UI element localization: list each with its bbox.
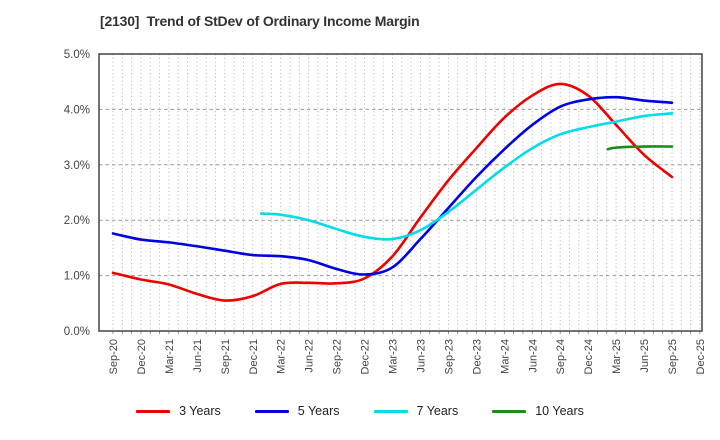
plot-border [98,53,703,332]
series-line-7-years [259,111,674,241]
y-axis-tick-label: 4.0% [64,104,90,116]
legend-item-7-years: 7 Years [373,404,459,418]
legend-label: 10 Years [535,404,584,418]
x-axis-tick-label: Sep-22 [332,339,344,374]
x-axis-tick-label: Sep-25 [667,339,679,374]
x-axis-tick-label: Jun-24 [527,339,539,373]
chart-plot: 0.0% 1.0% 2.0% 3.0% 4.0% 5.0% Sep-20 Dec-20 Mar-… [64,49,707,374]
legend-line-swatch [492,409,527,413]
x-axis-tick-label: Jun-21 [192,339,204,373]
legend-label: 7 Years [416,404,459,418]
x-axis-tick-label: Mar-25 [611,339,623,374]
x-axis-tick-label: Mar-21 [164,339,176,374]
legend-item-10-years: 10 Years [492,404,584,418]
x-axis-tick-label: Dec-22 [360,339,372,374]
legend-label: 3 Years [179,404,221,418]
y-axis-tick-label: 1.0% [64,271,90,283]
series-line-3-years [111,82,674,302]
x-axis-tick-label: Dec-21 [248,339,260,374]
legend-line-swatch [254,409,289,413]
chart-title: [2130] Trend of StDev of Ordinary Income… [100,13,420,29]
x-axis-tick-label: Jun-22 [304,339,316,373]
x-axis-tick-label: Mar-23 [388,339,400,374]
x-axis-tick-label: Dec-20 [136,339,148,374]
x-axis-tick-label: Jun-23 [415,339,427,373]
x-axis-tick-label: Dec-24 [583,339,595,374]
legend-item-3-years: 3 Years [136,404,221,418]
x-axis-tick-label: Sep-23 [443,339,455,374]
x-axis-tick-label: Sep-20 [108,339,120,374]
x-axis-tick-label: Sep-24 [555,339,567,374]
legend-line-swatch [373,409,408,413]
series-line-10-years [606,145,674,151]
y-axis-tick-label: 3.0% [64,160,90,172]
series-line-5-years [111,95,674,276]
legend-label: 5 Years [297,404,340,418]
y-axis-tick-label: 0.0% [64,326,90,338]
y-axis-tick-label: 5.0% [64,49,90,61]
y-axis-tick-label: 2.0% [64,215,90,227]
x-axis-tick-label: Dec-23 [471,339,483,374]
x-axis-tick-label: Jun-25 [639,339,651,373]
chart-legend: 3 Years 5 Years 7 Years 10 Years [0,404,720,418]
x-axis-tick-label: Dec-25 [695,339,707,374]
x-axis-tick-label: Mar-22 [276,339,288,374]
legend-item-5-years: 5 Years [254,404,340,418]
x-axis-tick-label: Mar-24 [499,339,511,374]
legend-line-swatch [136,409,171,413]
x-axis-tick-label: Sep-21 [220,339,232,374]
